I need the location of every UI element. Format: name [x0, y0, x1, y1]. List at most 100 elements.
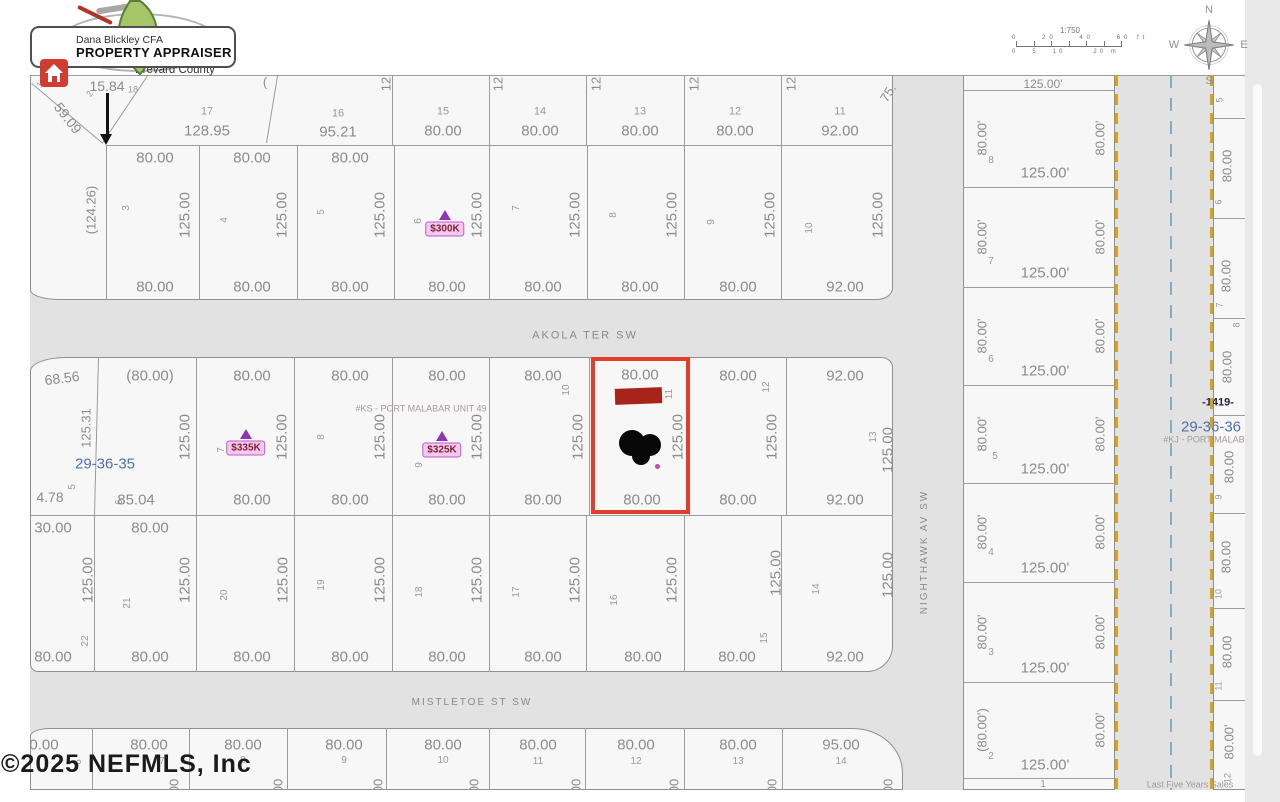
lot-number: 4	[219, 217, 230, 223]
dimension-label: 80.00	[1219, 350, 1235, 384]
parcel-boundary	[781, 145, 782, 300]
lot-number: 14	[835, 756, 847, 767]
sale-price-badge[interactable]: $300K	[425, 221, 465, 237]
street-name: MISTLETOE ST SW	[411, 697, 533, 708]
parcel-boundary	[196, 357, 197, 515]
lot-number: 5	[992, 451, 998, 462]
scale-feet-labels: 0 20 40 60 ft	[1012, 35, 1149, 41]
dimension-label: Last Five Years Sales	[1146, 779, 1234, 790]
dimension-label: 80.00	[130, 736, 168, 754]
scale-bar: 1:750 0 20 40 60 ft 0 5 10 20 m	[1008, 26, 1144, 60]
lot-number: 5	[67, 484, 78, 490]
dimension-label: 125.00	[176, 414, 194, 460]
compass-rose: N E S W	[1168, 2, 1250, 87]
dimension-label: 80.00'	[974, 318, 990, 354]
dimension-label: (	[262, 75, 268, 90]
lot-number: 10	[1213, 588, 1224, 600]
street-centerline-dashed	[1170, 75, 1172, 790]
page-margin	[1245, 0, 1280, 802]
sale-marker-icon[interactable]	[436, 431, 448, 441]
dimension-label: 80.00	[233, 648, 271, 666]
dimension-label: 80.00	[624, 648, 662, 666]
lot-number: 16	[609, 594, 620, 606]
lot-number: 9	[706, 219, 717, 225]
parcel-boundary	[963, 682, 1115, 683]
lot-number: 15	[759, 632, 770, 644]
parcel-boundary	[963, 187, 1115, 188]
sale-marker-icon[interactable]	[439, 210, 451, 220]
lot-number: 16	[331, 107, 345, 120]
dimension-label: 125.00'	[1020, 460, 1070, 478]
dimension-label: 00	[370, 778, 386, 790]
dimension-label: 125.00	[869, 192, 887, 238]
sale-price-badge[interactable]: $335K	[226, 440, 266, 456]
dimension-label: 80.00	[1219, 635, 1235, 669]
dimension-label: 80.00'	[974, 120, 990, 156]
dimension-label: 12	[783, 76, 799, 92]
parcel-boundary	[30, 515, 893, 516]
dimension-label: 80.00	[716, 122, 754, 140]
dimension-label: 125.00	[763, 414, 781, 460]
parcel-block	[30, 75, 893, 300]
parcel-boundary	[963, 385, 1115, 386]
parcel-boundary	[1213, 608, 1245, 609]
dimension-label: 00	[568, 778, 584, 790]
parcel-boundary	[294, 515, 295, 672]
dimension-label: 92.00	[826, 491, 864, 509]
lot-number: 3	[988, 647, 994, 658]
sale-marker-icon[interactable]	[240, 429, 252, 439]
parcel-boundary	[1213, 218, 1245, 219]
sale-price-badge[interactable]: $325K	[422, 442, 462, 458]
dimension-label: 80.00'	[1092, 514, 1108, 550]
street-name: AKOLA TER SW	[532, 329, 638, 342]
dimension-label: 80.00	[331, 278, 369, 296]
parcel-map[interactable]: 115.8418259.0917128.951695.211580.001480…	[30, 75, 1245, 790]
parcel-boundary	[1213, 700, 1245, 701]
dimension-label: 80.00	[233, 491, 271, 509]
lot-number: 20	[219, 589, 230, 601]
dimension-label: 92.00	[826, 648, 864, 666]
parcel-boundary	[294, 357, 295, 515]
parcel-block	[1213, 75, 1245, 790]
lot-number: 19	[316, 579, 327, 591]
appraiser-name: Dana Blickley CFA	[76, 34, 163, 46]
parcel-block	[30, 357, 893, 672]
lot-number: 1	[1040, 779, 1046, 790]
dimension-label: 80.00	[719, 278, 757, 296]
dimension-label: 4.78	[36, 489, 64, 505]
dimension-label: 80.00'	[1092, 614, 1108, 650]
parcel-boundary	[489, 515, 490, 672]
lot-number: 8	[608, 212, 619, 218]
lot-number: 8	[988, 155, 994, 166]
dimension-label: 80.00	[331, 367, 369, 385]
lot-number: 12	[761, 381, 772, 393]
dimension-label: 128.95	[184, 122, 230, 140]
parcel-boundary	[30, 75, 1245, 76]
platted-row-dashed-line	[1210, 75, 1213, 790]
building-footprint	[614, 387, 663, 405]
parcel-boundary	[585, 728, 586, 790]
dimension-label: 125.00	[371, 192, 389, 238]
compass-e: E	[1240, 39, 1248, 51]
lot-number: 13	[732, 756, 744, 767]
lot-number: 7	[1214, 302, 1225, 308]
lot-number: 6	[1213, 199, 1224, 205]
dimension-label: 125.00	[566, 557, 584, 603]
lot-number: 9	[1213, 494, 1224, 500]
dimension-label: 80.00'	[1092, 416, 1108, 452]
pointer-arrow	[106, 93, 109, 135]
dimension-label: 92.00	[826, 278, 864, 296]
dimension-label: 80.00	[617, 736, 655, 754]
dimension-label: 00	[666, 778, 682, 790]
dimension-label: 125.00'	[1020, 559, 1070, 577]
dimension-label: 125.00	[663, 557, 681, 603]
dimension-label: 125.00	[468, 557, 486, 603]
parcel-boundary	[394, 145, 395, 300]
parcel-boundary	[586, 515, 587, 672]
selected-parcel-highlight[interactable]	[591, 357, 690, 514]
scale-meter-labels: 0 5 10 20 m	[1012, 49, 1119, 55]
dimension-label: 80.00'	[974, 219, 990, 255]
lot-number: 12	[728, 105, 742, 118]
dimension-label: 125.00	[79, 557, 97, 603]
scrollbar[interactable]	[1253, 84, 1262, 756]
